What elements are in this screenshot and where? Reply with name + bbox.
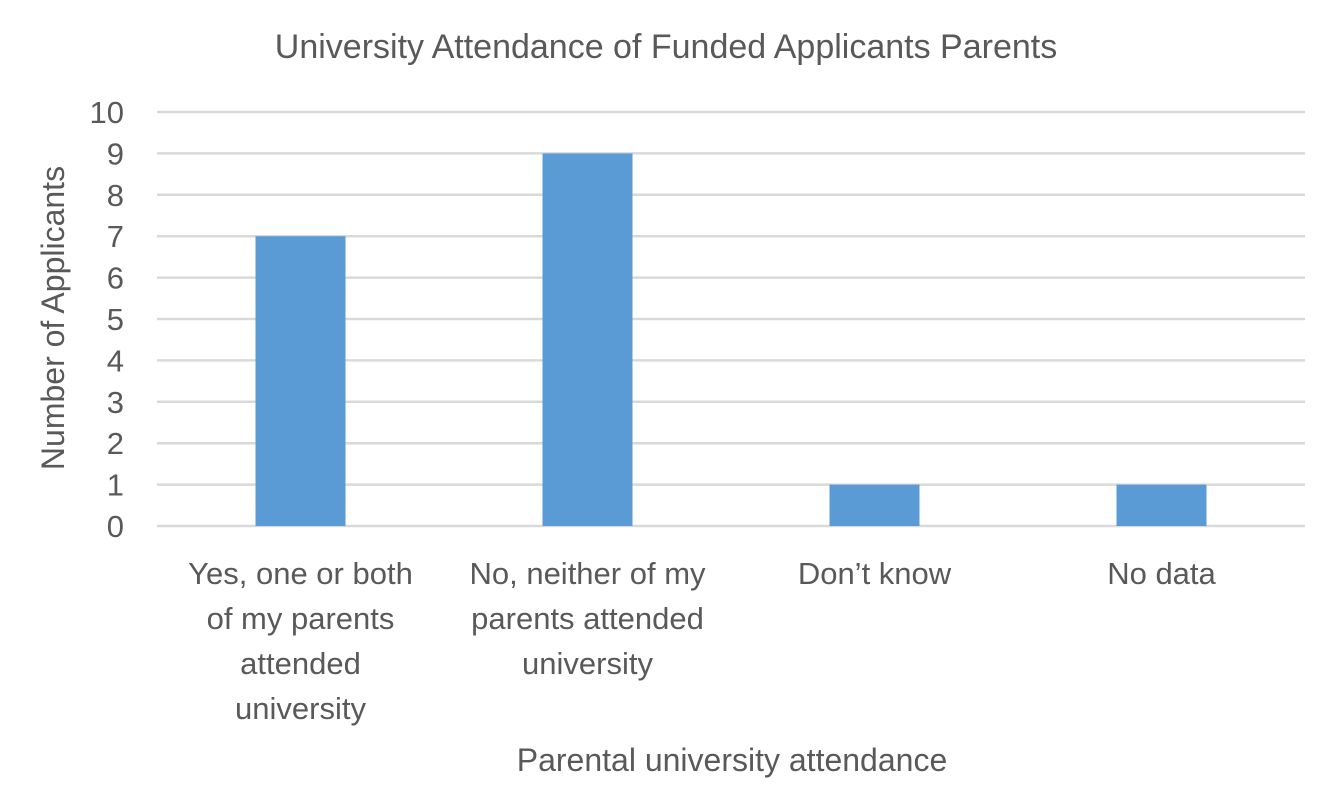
x-category-label-line: Yes, one or both bbox=[188, 556, 413, 591]
y-axis-title: Number of Applicants bbox=[35, 166, 71, 470]
y-tick-label: 10 bbox=[90, 95, 124, 130]
chart-title: University Attendance of Funded Applican… bbox=[275, 28, 1057, 66]
y-tick-label: 4 bbox=[107, 343, 124, 378]
x-category-label: Yes, one or both of my parents attended uni… bbox=[188, 556, 413, 726]
bar bbox=[1116, 484, 1207, 526]
bar bbox=[542, 153, 633, 526]
y-tick-label: 7 bbox=[107, 219, 124, 254]
x-category-label-line: No data bbox=[1107, 556, 1216, 591]
y-tick-label: 8 bbox=[107, 178, 124, 213]
x-axis-category-labels: Yes, one or both of my parents attended uni… bbox=[188, 556, 1216, 726]
x-category-label-line: Don’t know bbox=[798, 556, 952, 591]
y-tick-label: 6 bbox=[107, 261, 124, 296]
y-tick-label: 5 bbox=[107, 302, 124, 337]
bar bbox=[829, 484, 920, 526]
x-category-label-line: attended bbox=[240, 646, 361, 681]
y-tick-label: 0 bbox=[107, 509, 124, 544]
x-axis-title: Parental university attendance bbox=[517, 742, 947, 778]
bar bbox=[255, 236, 346, 526]
y-axis-ticks: 0 1 2 3 4 5 6 7 8 9 10 bbox=[90, 95, 124, 544]
x-category-label: No, neither of my parents attended univers… bbox=[469, 556, 706, 681]
x-category-label-line: university bbox=[235, 691, 366, 726]
y-tick-label: 2 bbox=[107, 426, 124, 461]
x-category-label: Don’t know bbox=[798, 556, 952, 591]
x-category-label-line: of my parents bbox=[207, 601, 395, 636]
gridlines bbox=[157, 110, 1305, 528]
bars bbox=[255, 153, 1207, 526]
x-category-label-line: No, neither of my bbox=[469, 556, 706, 591]
y-tick-label: 9 bbox=[107, 136, 124, 171]
y-tick-label: 1 bbox=[107, 468, 124, 503]
x-category-label: No data bbox=[1107, 556, 1216, 591]
x-category-label-line: university bbox=[522, 646, 653, 681]
x-category-label-line: parents attended bbox=[471, 601, 704, 636]
y-tick-label: 3 bbox=[107, 385, 124, 420]
